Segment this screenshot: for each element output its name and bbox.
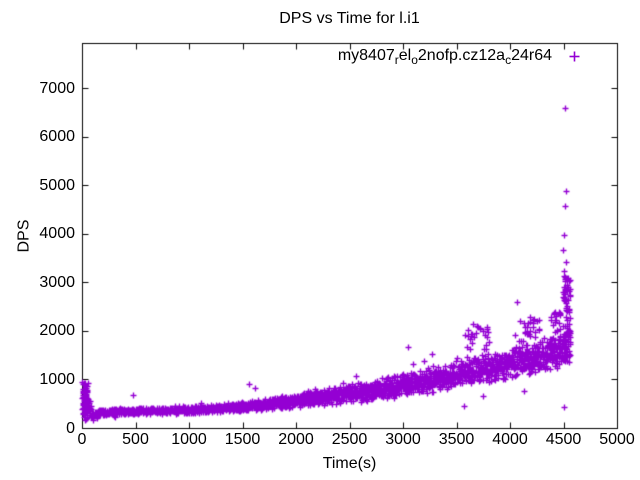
x-tick-label: 3000 [385,431,421,448]
x-tick-label: 2500 [331,431,368,448]
legend-label-subscript: c [505,53,512,67]
legend-label-text: 2nofp.cz12a [417,47,506,64]
legend-label-text: 24r64 [511,47,552,64]
y-tick-label: 2000 [39,322,75,340]
y-tick-label: 6000 [39,128,75,146]
x-tick-label: 1500 [224,431,261,448]
legend-series-label: my8407relo2nofp.cz12ac24r64 [337,46,552,67]
legend: my8407relo2nofp.cz12ac24r64 [337,46,580,67]
y-tick-label: 4000 [39,225,75,243]
x-tick-label: 4000 [492,431,528,448]
x-tick-label: 500 [122,431,149,448]
x-tick-label: 4500 [545,431,582,448]
x-tick-label: 1000 [171,431,207,448]
x-tick-label: 2000 [278,431,314,448]
y-tick-label: 1000 [39,370,75,388]
x-tick-label: 0 [77,431,87,448]
legend-label-subscript: r [394,53,399,67]
legend-label-text: el [398,47,412,64]
plus-marker-icon [569,51,580,61]
legend-label-subscript: o [411,53,418,67]
chart-title: DPS vs Time for l.i1 [279,10,420,27]
x-tick-label: 5000 [599,431,635,448]
legend-label-text: my8407 [337,47,395,64]
x-axis-label: Time(s) [322,455,377,472]
y-tick-label: 7000 [39,79,75,97]
x-tick-label: 3500 [438,431,475,448]
y-tick-label: 5000 [39,176,75,194]
y-tick-label: 3000 [39,273,75,291]
y-tick-label: 0 [66,419,75,437]
